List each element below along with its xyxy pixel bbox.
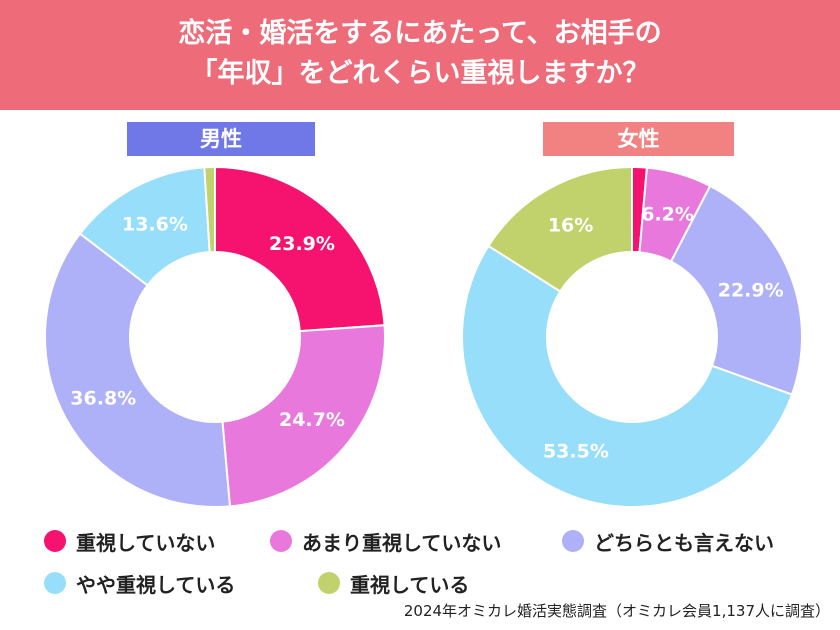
female-slice-somewhat-important: [461, 244, 794, 508]
legend-label: やや重視している: [76, 572, 236, 597]
legend-dot-not-important: [44, 530, 66, 552]
male-slice-important: [203, 165, 216, 254]
legend-dot-important: [318, 572, 340, 594]
male-slice-not-very-important: [221, 324, 386, 508]
legend-item-important: 重視している: [318, 566, 469, 600]
legend-label: 重視していない: [76, 530, 216, 555]
female-label-not-very-important: 6.2%: [641, 204, 694, 226]
female-donut-chart: 6.2% 22.9% 53.5% 16%: [461, 165, 803, 508]
legend: 重視していない あまり重視していない どちらとも言えない やや重視している 重視…: [0, 520, 840, 600]
male-label-neutral: 36.8%: [70, 387, 136, 409]
male-donut-chart: 23.9% 24.7% 36.8% 13.6%: [44, 165, 386, 508]
legend-item-not-important: 重視していない: [44, 524, 215, 558]
legend-item-neutral: どちらとも言えない: [562, 524, 774, 558]
female-label-important: 16%: [548, 214, 593, 236]
legend-label: 重視している: [350, 572, 470, 597]
male-slice-not-important: [214, 165, 386, 333]
title-banner: 恋活・婚活をするにあたって、お相手の 「年収」をどれくらい重視しますか？: [0, 0, 840, 110]
legend-dot-neutral: [562, 530, 584, 552]
female-label-somewhat-important: 53.5%: [543, 440, 609, 462]
legend-item-somewhat-important: やや重視している: [44, 566, 235, 600]
legend-dot-not-very-important: [270, 530, 292, 552]
legend-dot-somewhat-important: [44, 572, 66, 594]
legend-label: どちらとも言えない: [594, 530, 774, 555]
title-line-2: 「年収」をどれくらい重視しますか？: [190, 58, 650, 89]
legend-label: あまり重視していない: [302, 530, 502, 555]
male-label-somewhat-important: 13.6%: [122, 214, 188, 236]
title-line-1: 恋活・婚活をするにあたって、お相手の: [178, 18, 662, 49]
male-label-not-important: 23.9%: [269, 233, 335, 255]
male-label-not-very-important: 24.7%: [279, 409, 345, 431]
female-slice-neutral: [669, 184, 803, 396]
female-chart-label: 女性: [543, 122, 734, 156]
female-label-neutral: 22.9%: [718, 279, 784, 301]
male-chart-label: 男性: [127, 122, 315, 156]
male-slice-neutral: [44, 232, 232, 508]
legend-item-not-very-important: あまり重視していない: [270, 524, 501, 558]
source-note: 2024年オミカレ婚活実態調査（オミカレ会員1,137人に調査）: [403, 602, 830, 620]
female-slice-important: [487, 165, 633, 293]
